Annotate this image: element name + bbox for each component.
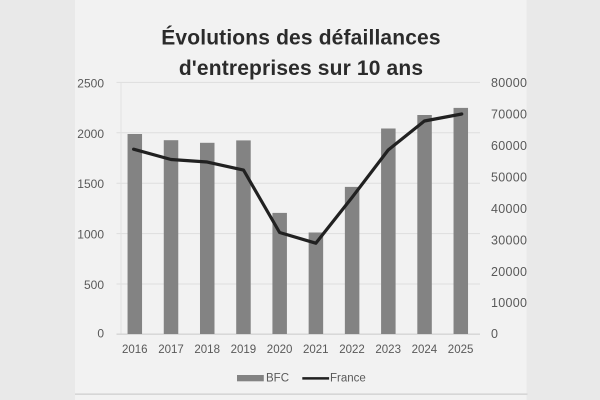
svg-text:2022: 2022 (339, 344, 365, 356)
svg-text:30000: 30000 (491, 233, 527, 247)
svg-text:2021: 2021 (303, 344, 329, 356)
svg-text:2000: 2000 (77, 127, 104, 141)
svg-text:2500: 2500 (77, 76, 104, 90)
svg-text:10000: 10000 (491, 296, 527, 310)
svg-text:40000: 40000 (491, 202, 527, 216)
svg-text:1000: 1000 (77, 228, 104, 242)
svg-text:0: 0 (491, 327, 498, 341)
svg-text:2018: 2018 (194, 344, 220, 356)
svg-text:70000: 70000 (491, 108, 527, 122)
svg-text:80000: 80000 (491, 76, 527, 90)
svg-text:2024: 2024 (412, 344, 438, 356)
svg-text:20000: 20000 (491, 265, 527, 279)
svg-text:BFC: BFC (266, 373, 289, 385)
svg-text:50000: 50000 (491, 170, 527, 184)
svg-text:2016: 2016 (122, 344, 148, 356)
svg-text:France: France (330, 373, 366, 385)
svg-text:0: 0 (97, 327, 104, 341)
svg-text:500: 500 (84, 278, 104, 292)
svg-text:d'entreprises sur 10 ans: d'entreprises sur 10 ans (179, 57, 423, 80)
svg-text:2023: 2023 (375, 344, 401, 356)
svg-text:2020: 2020 (267, 344, 293, 356)
svg-text:2019: 2019 (231, 344, 257, 356)
svg-text:60000: 60000 (491, 139, 527, 153)
svg-text:1500: 1500 (77, 177, 104, 191)
svg-text:2025: 2025 (448, 344, 474, 356)
svg-text:Évolutions des défaillances: Évolutions des défaillances (161, 26, 440, 49)
svg-text:2017: 2017 (158, 344, 184, 356)
